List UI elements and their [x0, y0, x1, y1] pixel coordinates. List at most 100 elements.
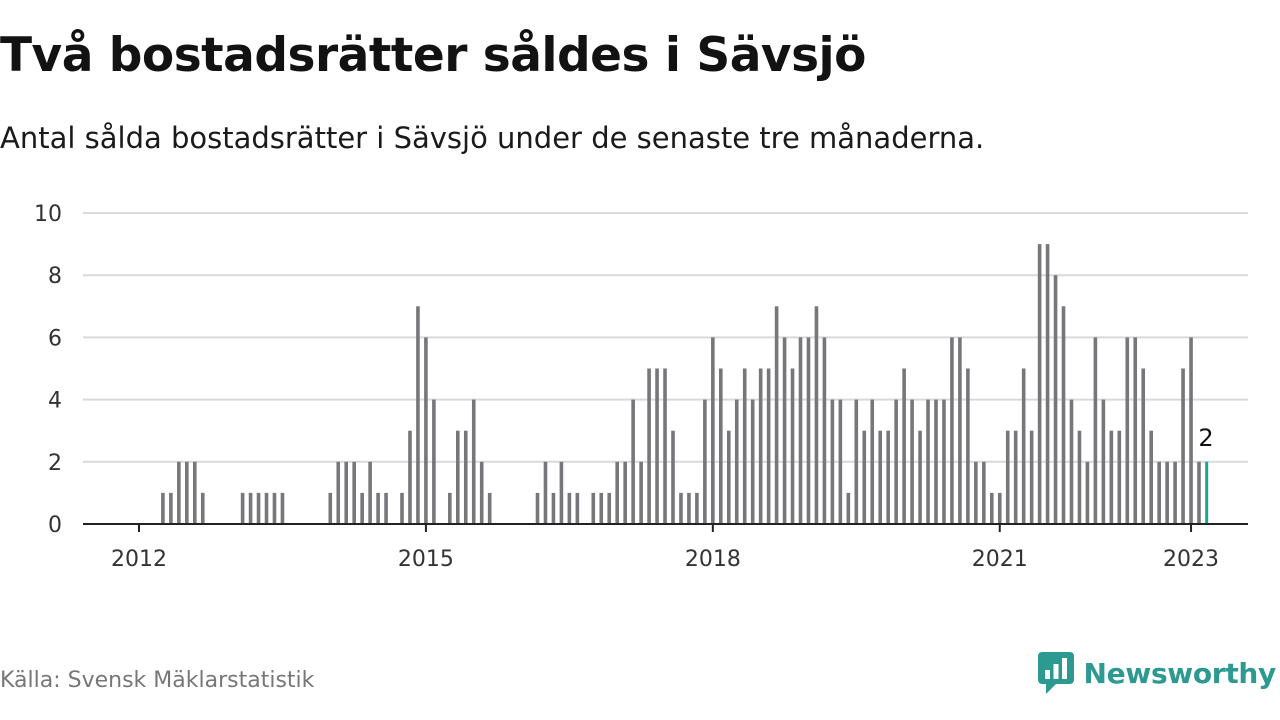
x-tick-label: 2012	[111, 547, 167, 572]
bar	[623, 461, 627, 524]
bar	[687, 492, 691, 524]
bar	[368, 461, 372, 524]
bar	[1173, 461, 1177, 524]
x-tick-label: 2015	[398, 547, 454, 572]
bar	[599, 492, 604, 524]
bar	[790, 368, 795, 524]
data-label: 2	[1198, 424, 1213, 452]
bar	[974, 461, 978, 524]
bar	[1013, 430, 1018, 524]
bar	[950, 337, 954, 524]
bar	[424, 337, 428, 524]
bar	[1197, 461, 1201, 524]
bar	[256, 492, 261, 524]
chart-title: Två bostadsrätter såldes i Sävsjö	[0, 28, 866, 83]
bar	[432, 399, 436, 524]
bar	[934, 399, 938, 524]
bar	[567, 492, 572, 524]
bar	[384, 492, 388, 524]
bar	[479, 461, 484, 524]
bar	[543, 461, 548, 524]
bar	[982, 461, 986, 524]
bar	[750, 399, 755, 524]
bar	[814, 306, 819, 524]
bar	[798, 337, 803, 524]
bar	[272, 492, 277, 524]
bar	[1133, 337, 1138, 524]
y-tick-label: 10	[34, 202, 62, 227]
bar	[719, 368, 723, 524]
bar	[1061, 306, 1066, 524]
bar	[264, 492, 269, 524]
bar	[1181, 368, 1185, 524]
bar	[663, 368, 667, 524]
bar	[726, 430, 731, 524]
bar	[1077, 430, 1082, 524]
y-tick-label: 6	[48, 326, 62, 351]
bar	[471, 399, 476, 524]
bar	[910, 399, 914, 524]
bar	[1141, 368, 1146, 524]
bar	[400, 492, 404, 524]
bar	[463, 430, 468, 524]
bar-chart: 0 2 4 6 8 10 2 2012 2015 2018 2021 2023	[34, 202, 1248, 572]
bar	[1125, 337, 1130, 524]
bar	[830, 399, 835, 524]
bar	[1069, 399, 1074, 524]
bar	[1005, 430, 1010, 524]
bar	[1037, 244, 1042, 524]
bar	[1117, 430, 1122, 524]
bar	[878, 430, 883, 524]
bar	[615, 461, 619, 524]
bar	[671, 430, 675, 524]
bar	[870, 399, 875, 524]
bar	[854, 399, 859, 524]
bar	[1053, 275, 1058, 524]
bar	[487, 492, 492, 524]
highlight-bar	[1205, 461, 1209, 524]
bar	[1093, 337, 1098, 524]
bar	[926, 399, 930, 524]
bar	[448, 492, 452, 524]
bar	[161, 492, 165, 524]
bar	[918, 430, 922, 524]
bar	[742, 368, 747, 524]
bar	[766, 368, 771, 524]
bar	[240, 492, 245, 524]
source-note: Källa: Svensk Mäklarstatistik	[0, 668, 315, 693]
bar	[862, 430, 867, 524]
bar	[894, 399, 898, 524]
bar	[655, 368, 659, 524]
brand-name: Newsworthy	[1083, 656, 1277, 690]
bar	[1045, 244, 1050, 524]
bar	[1029, 430, 1034, 524]
newsworthy-brand[interactable]: Newsworthy	[1037, 652, 1277, 694]
bar	[1157, 461, 1161, 524]
bar	[695, 492, 699, 524]
bar	[822, 337, 827, 524]
bar	[360, 492, 364, 524]
bar	[989, 492, 994, 524]
bar	[192, 461, 197, 524]
bar	[169, 492, 173, 524]
bar	[328, 492, 333, 524]
y-tick-label: 8	[48, 264, 62, 289]
bar	[1021, 368, 1026, 524]
bar	[336, 461, 341, 524]
bar	[551, 492, 556, 524]
bar	[774, 306, 779, 524]
bar	[591, 492, 596, 524]
chart-subtitle: Antal sålda bostadsrätter i Sävsjö under…	[0, 121, 985, 155]
y-tick-label: 0	[48, 513, 62, 538]
bar	[200, 492, 205, 524]
bar	[703, 399, 707, 524]
bar	[942, 399, 946, 524]
bar	[575, 492, 580, 524]
bar	[1149, 430, 1153, 524]
bar	[679, 492, 683, 524]
bar	[408, 430, 412, 524]
bar	[631, 399, 635, 524]
bar	[711, 337, 715, 524]
bar	[997, 492, 1002, 524]
bar	[902, 368, 906, 524]
